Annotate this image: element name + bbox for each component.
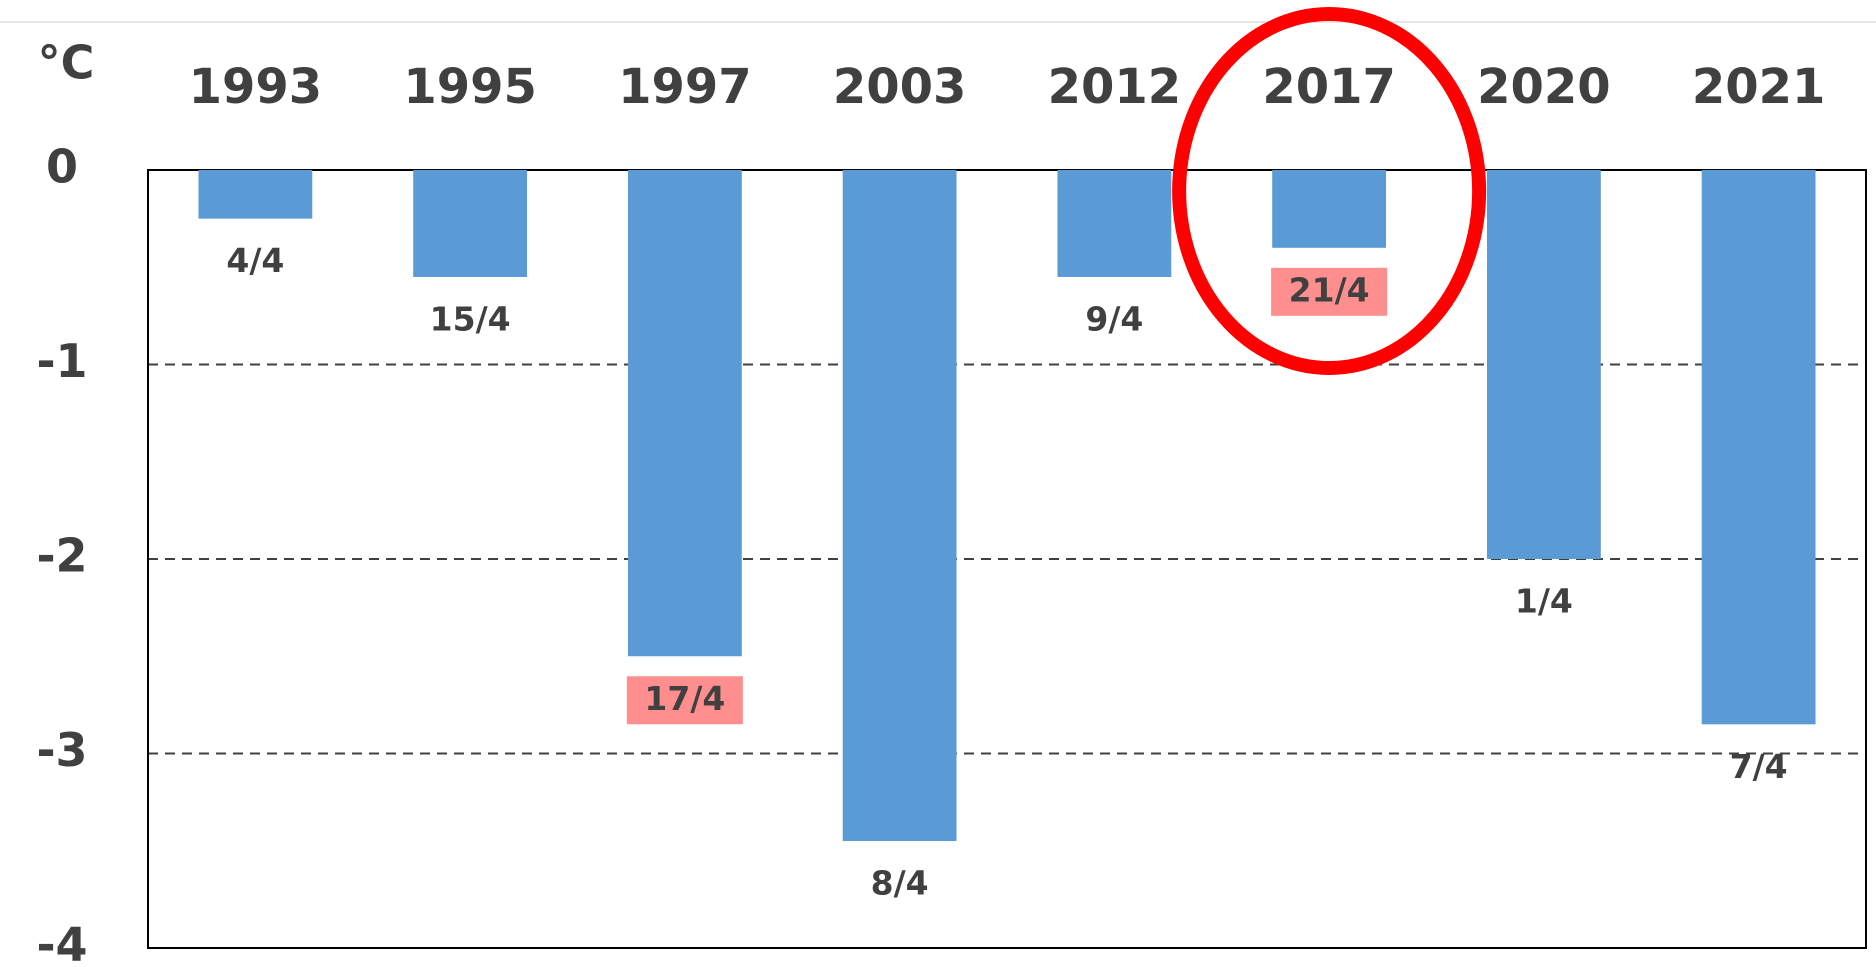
y-tick-label: -4 bbox=[36, 918, 87, 967]
bar bbox=[1272, 170, 1387, 248]
bar bbox=[627, 170, 742, 657]
label-highlight bbox=[1271, 267, 1388, 316]
bar bbox=[1486, 170, 1601, 559]
bar-label: 7/4 bbox=[1730, 747, 1788, 786]
label-highlight bbox=[626, 676, 743, 725]
bar bbox=[198, 170, 313, 219]
y-tick-label: -1 bbox=[36, 334, 87, 388]
x-tick-label: 1993 bbox=[189, 59, 323, 115]
y-axis-label: °C bbox=[38, 36, 95, 90]
bar bbox=[842, 170, 957, 842]
y-tick-label: 0 bbox=[46, 140, 78, 194]
x-tick-label: 2017 bbox=[1262, 59, 1396, 115]
x-tick-label: 1997 bbox=[618, 59, 752, 115]
x-tick-label: 2003 bbox=[833, 59, 967, 115]
x-tick-label: 2021 bbox=[1692, 59, 1826, 115]
bar-label: 15/4 bbox=[430, 299, 511, 338]
bar-label: 1/4 bbox=[1515, 582, 1573, 621]
bar-label: 17/4 bbox=[644, 679, 725, 718]
x-tick-label: 2020 bbox=[1477, 59, 1611, 115]
x-tick-label: 2012 bbox=[1048, 59, 1182, 115]
y-tick-label: -2 bbox=[36, 529, 87, 583]
annotation-circle bbox=[1172, 7, 1487, 375]
plot-frame bbox=[147, 169, 1867, 949]
bar bbox=[413, 170, 528, 277]
x-tick-label: 1995 bbox=[403, 59, 537, 115]
bar-label: 9/4 bbox=[1085, 299, 1143, 338]
bar-label: 8/4 bbox=[871, 864, 929, 903]
y-tick-label: -3 bbox=[36, 723, 87, 777]
bar bbox=[1701, 170, 1816, 725]
bar-label: 4/4 bbox=[226, 241, 284, 280]
bar bbox=[1057, 170, 1172, 277]
bar-label: 21/4 bbox=[1289, 270, 1370, 309]
